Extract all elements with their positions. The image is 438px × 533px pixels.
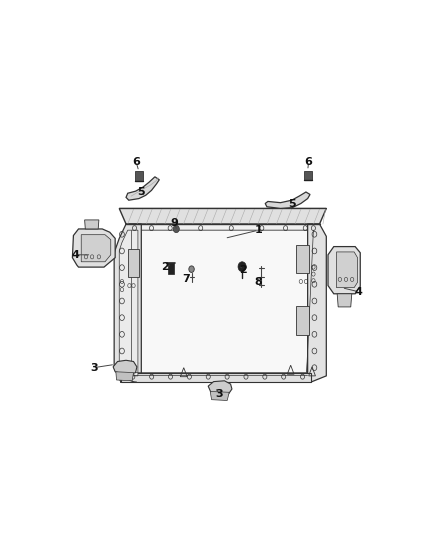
Polygon shape: [296, 306, 309, 335]
Polygon shape: [119, 208, 326, 224]
Polygon shape: [121, 373, 311, 382]
Polygon shape: [336, 252, 357, 288]
Text: 9: 9: [170, 218, 178, 228]
Polygon shape: [121, 224, 320, 382]
Polygon shape: [119, 230, 138, 376]
Polygon shape: [168, 263, 173, 274]
Text: 8: 8: [254, 277, 262, 287]
Polygon shape: [85, 220, 99, 229]
Text: 5: 5: [289, 199, 296, 209]
Text: 4: 4: [71, 250, 79, 260]
Polygon shape: [296, 245, 309, 273]
Circle shape: [173, 225, 179, 232]
Text: 1: 1: [254, 225, 262, 235]
Text: 6: 6: [132, 157, 140, 167]
Polygon shape: [210, 391, 229, 400]
Polygon shape: [208, 381, 232, 395]
Polygon shape: [128, 248, 139, 277]
Text: 3: 3: [215, 389, 223, 399]
Polygon shape: [81, 235, 111, 262]
Text: 3: 3: [90, 362, 98, 373]
Polygon shape: [114, 224, 141, 382]
Polygon shape: [116, 372, 134, 381]
Text: 6: 6: [305, 157, 313, 167]
Text: 7: 7: [183, 274, 191, 285]
Polygon shape: [304, 171, 312, 180]
Text: 5: 5: [138, 187, 145, 197]
Polygon shape: [126, 230, 314, 377]
Polygon shape: [126, 177, 159, 200]
Polygon shape: [135, 172, 143, 181]
Text: 2: 2: [161, 262, 169, 272]
Circle shape: [189, 266, 194, 272]
Polygon shape: [265, 192, 310, 208]
Polygon shape: [337, 294, 352, 307]
Text: 2: 2: [239, 265, 247, 275]
Polygon shape: [113, 360, 137, 375]
Circle shape: [238, 262, 246, 272]
Polygon shape: [72, 229, 115, 267]
Polygon shape: [328, 247, 360, 294]
Polygon shape: [307, 224, 326, 382]
Text: 4: 4: [355, 287, 363, 297]
